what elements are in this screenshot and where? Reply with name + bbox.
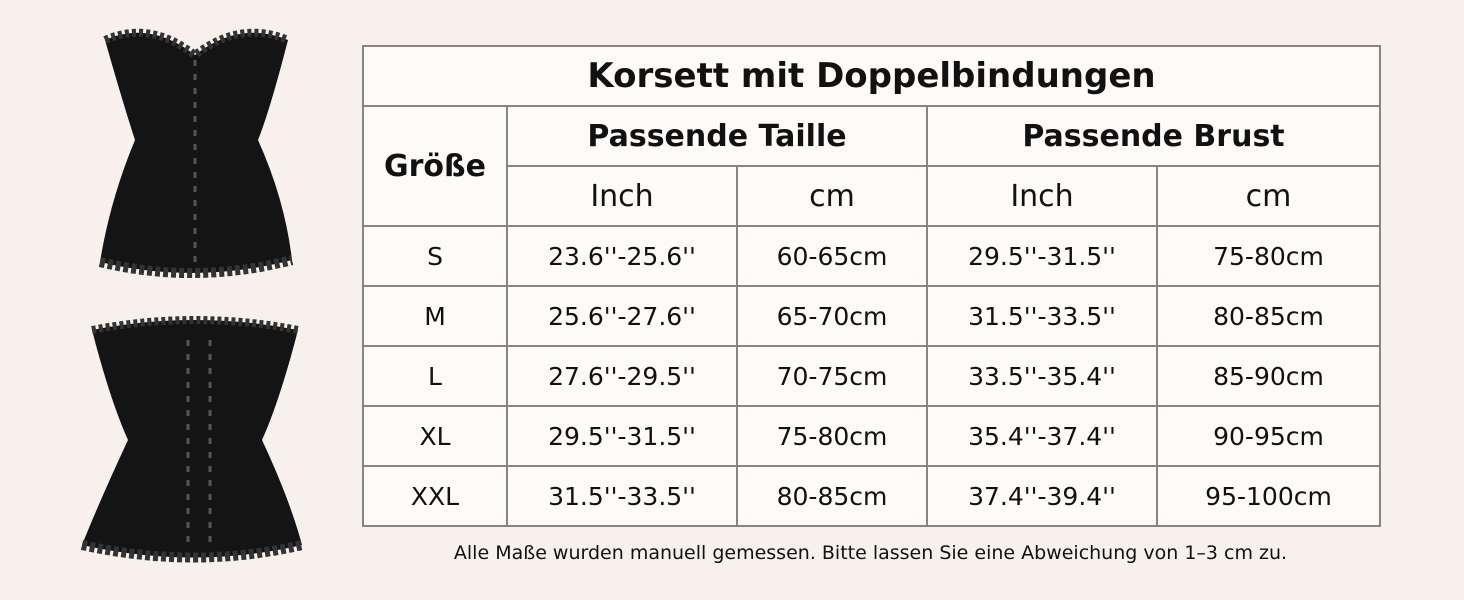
measure-cell: 80-85cm	[1156, 285, 1381, 347]
measure-cell: 95-100cm	[1156, 465, 1381, 527]
measure-cell: 70-75cm	[736, 345, 928, 407]
size-cell: M	[362, 285, 508, 347]
size-cell: XXL	[362, 465, 508, 527]
measure-cell: 29.5''-31.5''	[926, 225, 1158, 287]
size-table: Korsett mit Doppelbindungen Größe Passen…	[362, 45, 1381, 527]
table-title: Korsett mit Doppelbindungen	[362, 45, 1381, 107]
size-row: L 27.6''-29.5'' 70-75cm 33.5''-35.4'' 85-90c…	[362, 345, 1381, 407]
size-row: XXL 31.5''-33.5'' 80-85cm 37.4''-39.4'' 95-1…	[362, 465, 1381, 527]
size-row: S 23.6''-25.6'' 60-65cm 29.5''-31.5'' 75-80c…	[362, 225, 1381, 287]
measure-cell: 80-85cm	[736, 465, 928, 527]
measure-cell: 60-65cm	[736, 225, 928, 287]
size-row: M 25.6''-27.6'' 65-70cm 31.5''-33.5'' 80-85c…	[362, 285, 1381, 347]
measure-cell: 25.6''-27.6''	[506, 285, 738, 347]
corset-front	[98, 28, 294, 278]
measure-cell: 27.6''-29.5''	[506, 345, 738, 407]
group-header: Passende Taille	[506, 105, 928, 167]
unit-header: cm	[1156, 165, 1381, 227]
measure-cell: 75-80cm	[1156, 225, 1381, 287]
measure-cell: 29.5''-31.5''	[506, 405, 738, 467]
size-cell: S	[362, 225, 508, 287]
measure-cell: 23.6''-25.6''	[506, 225, 738, 287]
unit-header: Inch	[506, 165, 738, 227]
measure-cell: 37.4''-39.4''	[926, 465, 1158, 527]
unit-header: Inch	[926, 165, 1158, 227]
corset-back	[80, 316, 304, 563]
size-header: Größe	[362, 105, 508, 227]
measure-cell: 65-70cm	[736, 285, 928, 347]
measure-cell: 31.5''-33.5''	[926, 285, 1158, 347]
group-header: Passende Brust	[926, 105, 1381, 167]
measure-cell: 35.4''-37.4''	[926, 405, 1158, 467]
measure-cell: 33.5''-35.4''	[926, 345, 1158, 407]
measure-cell: 75-80cm	[736, 405, 928, 467]
unit-header: cm	[736, 165, 928, 227]
size-row: XL 29.5''-31.5'' 75-80cm 35.4''-37.4'' 90-95…	[362, 405, 1381, 467]
size-cell: XL	[362, 405, 508, 467]
size-cell: L	[362, 345, 508, 407]
measure-cell: 31.5''-33.5''	[506, 465, 738, 527]
measure-cell: 85-90cm	[1156, 345, 1381, 407]
footnote: Alle Maße wurden manuell gemessen. Bitte…	[453, 542, 1288, 564]
corset-images	[80, 28, 304, 563]
measure-cell: 90-95cm	[1156, 405, 1381, 467]
